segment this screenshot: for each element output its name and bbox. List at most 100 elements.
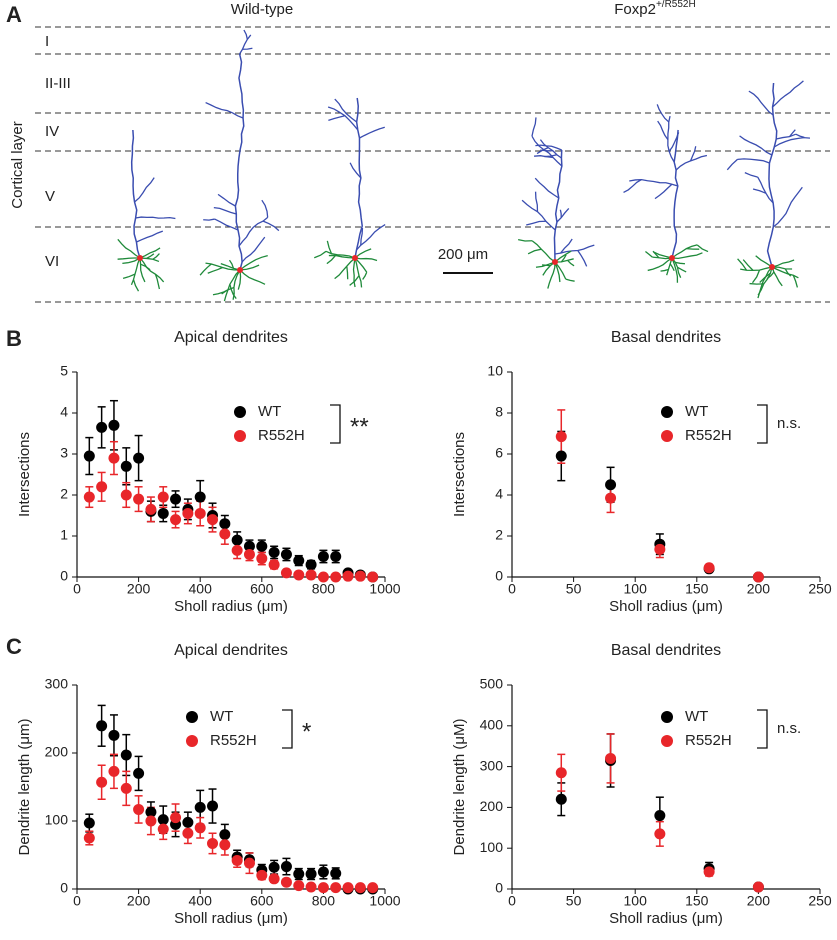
data-point	[219, 829, 231, 841]
legend-marker	[186, 711, 198, 723]
y-tick-label: 8	[495, 404, 503, 420]
dendrite	[671, 244, 698, 259]
y-tick-label: 4	[60, 404, 68, 420]
y-tick-label: 500	[480, 676, 504, 692]
data-point	[305, 868, 317, 880]
dendrite	[726, 158, 738, 171]
data-point	[120, 460, 132, 472]
dendrite	[669, 263, 675, 272]
dendrite	[534, 155, 554, 159]
dendrite	[776, 133, 797, 140]
data-point	[96, 776, 108, 788]
legend-label: R552H	[685, 732, 732, 749]
data-point	[120, 749, 132, 761]
dendrite	[132, 279, 140, 292]
data-point	[280, 548, 292, 560]
dendrite	[117, 238, 141, 259]
y-tick-label: 0	[60, 880, 68, 896]
dendrite	[334, 257, 356, 280]
dendrite	[554, 244, 595, 255]
data-point	[133, 493, 145, 505]
data-point	[120, 489, 132, 501]
dendrite	[229, 284, 237, 299]
legend-label: R552H	[210, 732, 257, 749]
data-point	[231, 854, 243, 866]
data-point	[555, 431, 567, 443]
axis-label: Cortical layer	[9, 121, 26, 209]
data-point	[367, 571, 379, 583]
data-point	[108, 765, 120, 777]
chart: Basal dendrites Sholl radius (μm) Dendrite…	[451, 642, 832, 927]
dendrite	[531, 117, 537, 137]
data-point	[194, 822, 206, 834]
dendrite	[567, 259, 575, 267]
data-point	[170, 812, 182, 824]
significance-bracket	[757, 404, 768, 444]
data-point	[83, 450, 95, 462]
dendrite	[238, 216, 269, 247]
data-point	[194, 801, 206, 813]
legend-marker	[661, 711, 673, 723]
dendrite	[560, 254, 567, 263]
y-axis-label: Intersections	[451, 432, 468, 517]
dendrite	[134, 177, 155, 203]
dendrite	[771, 266, 783, 287]
dendrite	[559, 209, 562, 218]
x-tick-label: 0	[73, 581, 81, 597]
dendrite	[739, 135, 773, 156]
data-point	[182, 816, 194, 828]
x-tick-label: 0	[508, 581, 516, 597]
dendrite	[544, 154, 557, 158]
x-tick-label: 100	[624, 893, 648, 909]
y-tick-label: 6	[495, 445, 503, 461]
dendrite	[355, 223, 386, 251]
dendrite	[534, 177, 560, 199]
panel-label: A	[6, 2, 22, 27]
data-point	[207, 514, 219, 526]
dendrite	[667, 116, 675, 163]
dendrite	[656, 104, 670, 123]
dendrite	[349, 162, 362, 179]
group-label: Foxp2+/R552H	[614, 0, 695, 18]
dendrite	[554, 261, 561, 283]
data-point	[305, 569, 317, 581]
data-point	[293, 880, 305, 892]
neuron	[623, 104, 709, 283]
data-point	[96, 481, 108, 493]
data-point	[330, 571, 342, 583]
data-point	[330, 882, 342, 894]
soma	[669, 255, 675, 261]
legend-label: R552H	[685, 427, 732, 444]
dendrite	[737, 158, 770, 164]
dendrite	[242, 47, 253, 50]
y-tick-label: 200	[480, 798, 504, 814]
data-point	[120, 782, 132, 794]
y-tick-label: 0	[495, 568, 503, 584]
data-point	[256, 869, 268, 881]
significance-bracket	[330, 404, 341, 444]
data-point	[752, 571, 764, 583]
dendrite	[349, 275, 360, 286]
data-point	[243, 857, 255, 869]
data-point	[605, 752, 617, 764]
dendrite	[535, 261, 556, 268]
dendrite	[671, 252, 703, 260]
dendrite	[359, 126, 385, 139]
data-point	[268, 546, 280, 558]
neuron	[314, 97, 386, 288]
dendrite	[207, 266, 223, 274]
data-point	[96, 720, 108, 732]
x-tick-label: 150	[685, 893, 709, 909]
data-point	[194, 507, 206, 519]
x-tick-label: 400	[189, 893, 213, 909]
dendrite	[671, 257, 679, 283]
dendrite	[328, 254, 356, 259]
data-point	[654, 810, 666, 822]
data-point	[654, 828, 666, 840]
dendrite	[360, 227, 364, 246]
significance-bracket	[757, 709, 768, 749]
data-point	[268, 559, 280, 571]
dendrite	[752, 188, 767, 194]
y-axis-label: Dendrite length (μm)	[16, 718, 33, 855]
